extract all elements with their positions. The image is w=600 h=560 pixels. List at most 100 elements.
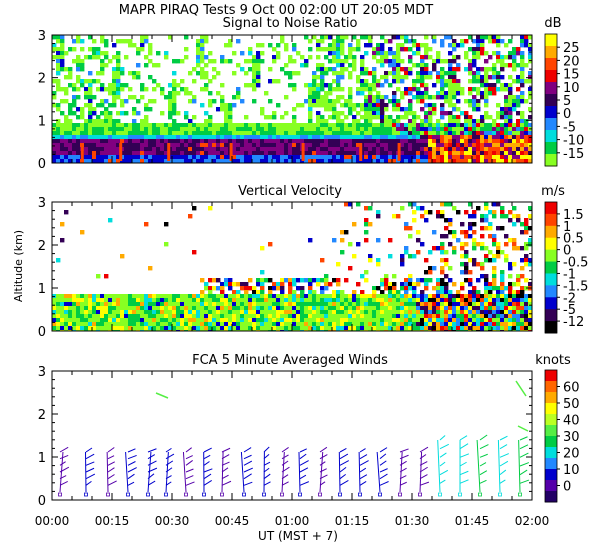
velocity-cell xyxy=(252,294,257,299)
snr-cell xyxy=(468,143,473,148)
snr-cell xyxy=(320,119,325,124)
velocity-cell xyxy=(376,238,381,243)
snr-cell xyxy=(416,127,421,132)
snr-cell xyxy=(92,55,97,60)
snr-cell xyxy=(68,71,73,76)
velocity-cell xyxy=(120,310,125,315)
wind-barb-flag xyxy=(263,467,270,473)
snr-cell xyxy=(196,63,201,68)
snr-cell xyxy=(368,119,373,124)
velocity-cell xyxy=(164,294,169,299)
wind-barb-flag xyxy=(221,467,229,473)
snr-cell xyxy=(92,143,97,148)
velocity-cell xyxy=(96,322,101,327)
velocity-cell xyxy=(468,302,473,307)
snr-cell xyxy=(420,95,425,100)
velocity-cell xyxy=(148,310,153,315)
velocity-cell xyxy=(528,306,532,311)
snr-cell xyxy=(420,139,425,144)
velocity-cell xyxy=(76,314,81,319)
snr-cell xyxy=(288,75,293,80)
snr-cell xyxy=(68,147,73,152)
snr-cell xyxy=(60,39,65,44)
snr-cell xyxy=(484,123,489,128)
velocity-cell xyxy=(432,302,437,307)
velocity-cell xyxy=(52,326,57,331)
snr-cell xyxy=(444,99,449,104)
velocity-cell xyxy=(176,314,181,319)
velocity-cell xyxy=(372,322,377,327)
snr-cell xyxy=(368,135,373,140)
velocity-cell xyxy=(512,242,517,247)
snr-cell xyxy=(480,115,485,120)
wind-barb-staff xyxy=(376,451,381,493)
x-tick-labels: 00:00 00:15 00:30 00:45 01:00 01:15 01:30 01:45… xyxy=(35,514,550,528)
snr-cell xyxy=(300,127,305,132)
velocity-cell xyxy=(204,314,209,319)
velocity-cell xyxy=(520,274,525,279)
snr-cell xyxy=(116,131,121,136)
velocity-cell xyxy=(136,314,141,319)
snr-cell xyxy=(356,111,361,116)
snr-cell xyxy=(508,75,513,80)
snr-cell xyxy=(372,79,377,84)
snr-cell xyxy=(104,127,109,132)
snr-cell xyxy=(396,35,401,40)
velocity-cell xyxy=(492,322,497,327)
snr-cell xyxy=(252,127,257,132)
snr-cell xyxy=(452,119,457,124)
wind-barb-flag xyxy=(439,461,446,467)
velocity-cell xyxy=(268,298,273,303)
snr-cell xyxy=(292,71,297,76)
velocity-cell xyxy=(348,326,353,331)
snr-cell xyxy=(380,127,385,132)
snr-cell xyxy=(520,95,525,100)
velocity-cell xyxy=(52,310,57,315)
velocity-cell xyxy=(480,242,485,247)
snr-cell xyxy=(172,87,177,92)
snr-cell xyxy=(292,87,297,92)
snr-cell xyxy=(372,75,377,80)
snr-cell xyxy=(292,83,297,88)
snr-cell xyxy=(380,107,385,112)
snr-cell xyxy=(400,151,405,156)
velocity-cell xyxy=(436,214,441,219)
velocity-cell xyxy=(80,326,85,331)
velocity-cell xyxy=(496,242,501,247)
snr-cell xyxy=(332,47,337,52)
snr-cell xyxy=(360,55,365,60)
snr-cell xyxy=(100,139,105,144)
velocity-cell xyxy=(340,238,345,243)
snr-cell xyxy=(156,63,161,68)
snr-colorbar-label: -15 xyxy=(563,147,584,162)
wind-barb-flag xyxy=(439,469,449,476)
snr-cell xyxy=(404,107,409,112)
velocity-cell xyxy=(412,210,417,215)
velocity-cell xyxy=(400,306,405,311)
snr-cell xyxy=(424,91,429,96)
snr-cell xyxy=(492,75,497,80)
velocity-cell xyxy=(140,314,145,319)
snr-cell xyxy=(168,91,173,96)
snr-cell xyxy=(412,135,417,140)
snr-cell xyxy=(360,59,365,64)
snr-cell xyxy=(448,131,453,136)
snr-cell xyxy=(108,155,113,160)
velocity-cell xyxy=(400,258,405,263)
snr-cell xyxy=(336,47,341,52)
snr-cell xyxy=(160,87,165,92)
velocity-cell xyxy=(376,262,381,267)
snr-cell xyxy=(108,159,113,163)
snr-cell xyxy=(524,123,529,128)
snr-cell xyxy=(332,159,337,163)
wind-barb-flag xyxy=(339,474,346,480)
snr-cell xyxy=(200,67,205,72)
snr-cell xyxy=(348,95,353,100)
snr-cell xyxy=(416,63,421,68)
velocity-cell xyxy=(332,294,337,299)
velocity-cell xyxy=(316,302,321,307)
snr-cell xyxy=(100,119,105,124)
snr-cell xyxy=(368,99,373,104)
snr-cell xyxy=(356,127,361,132)
velocity-cell xyxy=(356,322,361,327)
